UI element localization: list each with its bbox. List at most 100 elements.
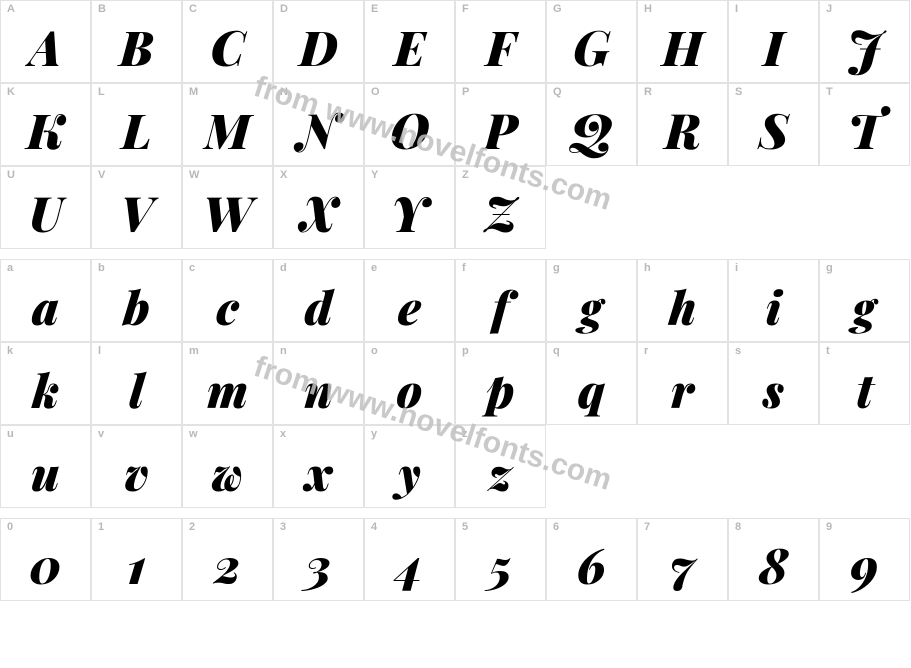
glyph-display: R — [638, 98, 727, 165]
glyph-cell: OO — [364, 83, 455, 166]
glyph-cell: gg — [819, 259, 910, 342]
glyph-key-label: H — [638, 1, 727, 15]
glyph-cell: YY — [364, 166, 455, 249]
glyph-cell: VV — [91, 166, 182, 249]
glyph-key-label: K — [1, 84, 90, 98]
glyph-key-label: x — [274, 426, 363, 440]
glyph-cell: ii — [728, 259, 819, 342]
glyph-display: 3 — [274, 533, 363, 600]
glyph-key-label: V — [92, 167, 181, 181]
glyph-display: c — [183, 274, 272, 341]
glyph-key-label: P — [456, 84, 545, 98]
glyph-display: W — [183, 181, 272, 248]
glyph-cell: aa — [0, 259, 91, 342]
glyph-cell: ZZ — [455, 166, 546, 249]
glyph-key-label: p — [456, 343, 545, 357]
glyph-display: G — [547, 15, 636, 82]
glyph-cell: yy — [364, 425, 455, 508]
glyph-display: u — [1, 440, 90, 507]
glyph-cell: cc — [182, 259, 273, 342]
glyph-cell: QQ — [546, 83, 637, 166]
glyph-cell: GG — [546, 0, 637, 83]
glyph-display: C — [183, 15, 272, 82]
glyph-display: V — [92, 181, 181, 248]
glyph-cell: LL — [91, 83, 182, 166]
group-gap — [0, 249, 910, 259]
glyph-key-label: n — [274, 343, 363, 357]
glyph-cell: 00 — [0, 518, 91, 601]
glyph-display: a — [1, 274, 90, 341]
glyph-display: z — [456, 440, 545, 507]
glyph-cell: EE — [364, 0, 455, 83]
glyph-key-label: d — [274, 260, 363, 274]
glyph-cell: bb — [91, 259, 182, 342]
glyph-display: A — [1, 15, 90, 82]
glyph-cell: RR — [637, 83, 728, 166]
glyph-key-label: 8 — [729, 519, 818, 533]
glyph-cell: pp — [455, 342, 546, 425]
glyph-key-label: r — [638, 343, 727, 357]
glyph-display: x — [274, 440, 363, 507]
glyph-cell: xx — [273, 425, 364, 508]
glyph-cell: tt — [819, 342, 910, 425]
glyph-key-label: L — [92, 84, 181, 98]
glyph-cell: MM — [182, 83, 273, 166]
glyph-cell: zz — [455, 425, 546, 508]
glyph-key-label: J — [820, 1, 909, 15]
glyph-display: Q — [547, 98, 636, 165]
glyph-key-label: l — [92, 343, 181, 357]
glyph-cell: hh — [637, 259, 728, 342]
glyph-cell: nn — [273, 342, 364, 425]
glyph-display: i — [729, 274, 818, 341]
glyph-cell: 22 — [182, 518, 273, 601]
glyph-display: F — [456, 15, 545, 82]
glyph-display: K — [1, 98, 90, 165]
glyph-display: t — [820, 357, 909, 424]
glyph-key-label: D — [274, 1, 363, 15]
glyph-display: d — [274, 274, 363, 341]
glyph-display: r — [638, 357, 727, 424]
glyph-display: Y — [365, 181, 454, 248]
glyph-key-label: Y — [365, 167, 454, 181]
glyph-cell: ll — [91, 342, 182, 425]
glyph-display: 7 — [638, 533, 727, 600]
glyph-display: P — [456, 98, 545, 165]
glyph-cell: AA — [0, 0, 91, 83]
glyph-key-label: G — [547, 1, 636, 15]
glyph-display: k — [1, 357, 90, 424]
glyph-key-label: c — [183, 260, 272, 274]
glyph-key-label: I — [729, 1, 818, 15]
character-map: AABBCCDDEEFFGGHHIIJJKKLLMMNNOOPPQQRRSSTT… — [0, 0, 911, 601]
glyph-key-label: w — [183, 426, 272, 440]
glyph-display: 6 — [547, 533, 636, 600]
glyph-display: O — [365, 98, 454, 165]
glyph-cell: 55 — [455, 518, 546, 601]
glyph-key-label: 6 — [547, 519, 636, 533]
glyph-cell: BB — [91, 0, 182, 83]
glyph-display: M — [183, 98, 272, 165]
glyph-cell: II — [728, 0, 819, 83]
glyph-display: 5 — [456, 533, 545, 600]
glyph-cell: 11 — [91, 518, 182, 601]
glyph-key-label: g — [547, 260, 636, 274]
glyph-cell: qq — [546, 342, 637, 425]
glyph-display: e — [365, 274, 454, 341]
glyph-display: l — [92, 357, 181, 424]
glyph-key-label: e — [365, 260, 454, 274]
glyph-cell: ee — [364, 259, 455, 342]
glyph-cell: uu — [0, 425, 91, 508]
glyph-cell: oo — [364, 342, 455, 425]
glyph-display: L — [92, 98, 181, 165]
glyph-display: m — [183, 357, 272, 424]
glyph-cell: 33 — [273, 518, 364, 601]
glyph-cell: KK — [0, 83, 91, 166]
glyph-display: Z — [456, 181, 545, 248]
glyph-group-lowercase: aabbccddeeffgghhiiggkkllmmnnooppqqrrsstt… — [0, 259, 910, 508]
glyph-display: T — [820, 98, 909, 165]
glyph-display: 4 — [365, 533, 454, 600]
glyph-key-label: O — [365, 84, 454, 98]
glyph-cell: UU — [0, 166, 91, 249]
glyph-key-label: N — [274, 84, 363, 98]
glyph-cell: vv — [91, 425, 182, 508]
glyph-cell: NN — [273, 83, 364, 166]
